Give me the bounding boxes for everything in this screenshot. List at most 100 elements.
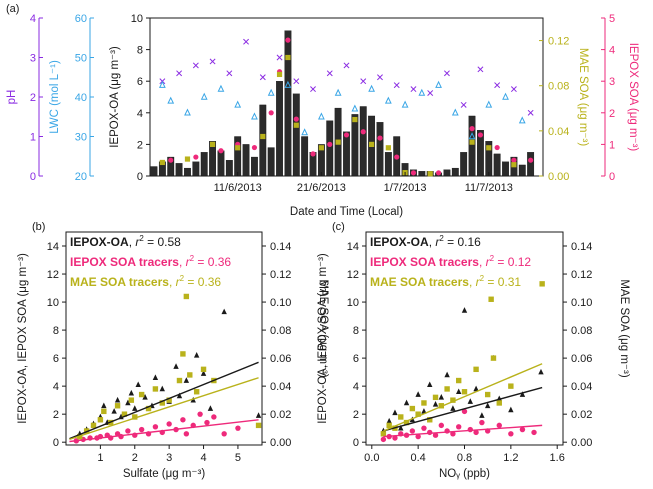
point-iepox-oa [142,394,148,400]
point-ph [494,82,501,89]
x-tick-label-c: 0.8 [457,452,472,464]
y-tick-label-iepox-oa: 6 [137,76,143,88]
point-ph [209,58,216,65]
point-mae-soa [469,139,475,145]
point-mae-soa [335,139,341,145]
point-mae-soa [159,400,165,406]
point-mae-soa [427,417,433,423]
y-tick-label-c: 10 [347,297,359,309]
point-lwc [435,80,442,88]
point-mae-soa [114,403,121,409]
y-tick-label-iepox-oa: 0 [137,171,143,183]
bar-iepox-oa [326,120,334,177]
point-iepox-oa [450,405,456,411]
point-lwc [418,88,426,96]
y-tick-label-right-c: 0.04 [571,381,592,393]
legend-name: IEPOX SOA tracers [370,255,479,269]
point-ph-b [326,70,333,77]
point-mae-soa [276,71,283,78]
y-tick-label-mae-soa: 0.00 [548,171,569,183]
point-iepox-oa [183,377,190,383]
legend-name: MAE SOA tracers [70,275,169,289]
point-iepox-oa [114,396,121,403]
y-tick-label-iepox-soa: 2 [609,108,615,120]
legend-r2-value: = 0.16 [444,235,481,249]
x-tick-label-c: 0.0 [364,452,379,464]
y-axis-title-iepox-oa: IEPOX-OA (μg m⁻³) [109,46,121,148]
point-iepox-soa [461,408,468,415]
legend-entry-b: IEPOX-OA, r2 = 0.58 [70,234,181,249]
point-mae-soa [461,389,468,395]
point-iepox-soa [531,429,537,436]
legend-r2-prefix: , [479,255,486,269]
point-lwc [451,108,459,116]
point-iepox-soa [528,157,534,163]
point-mae-soa [432,394,439,401]
y-axis-title-right-c: MAE SOA (μg m⁻³) [618,279,630,377]
point-mae-soa [90,422,97,429]
point-mae-soa [488,296,494,302]
point-iepox-soa [360,129,366,135]
x-axis-title-a: Date and Time (Local) [290,206,403,218]
legend-entry-c: MAE SOA tracers, r2 = 0.31 [370,274,521,289]
x-tick-label-a: 1/7/2013 [384,182,427,194]
point-mae-soa [101,408,107,415]
point-iepox-oa [392,409,398,416]
y-tick-label-right-c: 0.08 [571,325,592,337]
bar-iepox-oa [267,147,275,177]
x-tick-label-c: 0.4 [410,452,425,464]
point-iepox-oa [427,381,433,388]
point-iepox-oa [484,402,491,409]
point-iepox-soa [268,110,274,116]
point-lwc [234,100,242,108]
point-iepox-oa [207,405,214,411]
point-mae-soa [486,145,492,151]
legend-entry-b: MAE SOA tracers, r2 = 0.36 [70,274,221,289]
point-ph [410,86,417,93]
point-iepox-oa [519,391,526,397]
point-iepox-soa [327,141,333,147]
point-ph-b [377,74,383,81]
y-tick-label-iepox-soa: 3 [609,76,615,88]
point-iepox-oa [111,408,117,414]
y-tick-label-right-b: 0.14 [270,241,291,253]
fit-line-iepox-oa [383,386,543,432]
point-mae-soa [427,171,433,177]
point-mae-soa [318,145,324,151]
point-mae-soa [293,122,299,128]
bar-iepox-oa [301,136,309,177]
point-iepox-oa [200,370,207,376]
point-mae-soa [385,145,391,151]
point-mae-soa [511,162,517,168]
point-mae-soa [187,372,193,378]
point-iepox-soa [479,419,485,426]
point-iepox-oa [255,412,262,418]
y-tick-label-right-b: 0.04 [270,381,291,393]
y-tick-label-mae-soa: 0.12 [548,36,569,48]
y-axis-title-b: IEPOX-OA, IEPOX SOA (μg m⁻³) [17,253,29,424]
x-tick-label-a: 11/7/2013 [465,182,513,194]
y-tick-label-iepox-oa: 2 [137,139,143,151]
point-ph-b [393,82,400,89]
point-ph [243,38,250,45]
point-ph-b [510,86,517,93]
point-lwc [301,128,309,136]
bar-iepox-oa [451,167,459,177]
legend-entry-b: IEPOX SOA tracers, r2 = 0.36 [70,254,231,269]
point-ph [259,74,266,81]
point-lwc [351,104,359,112]
point-mae-soa [409,405,416,412]
point-iepox-soa [519,426,526,433]
point-iepox-oa [467,398,473,404]
point-iepox-soa [343,132,350,138]
point-ph [310,86,316,93]
x-tick-label-b: 3 [166,452,172,464]
point-iepox-soa [511,157,517,163]
bar-iepox-oa [200,152,208,177]
point-iepox-soa [432,432,439,438]
point-iepox-oa [461,307,468,313]
y-tick-label-ph: 2 [30,92,36,104]
y-axis-title-c: IEPOX-OA, IEPOX SOA (μg m⁻³) [317,253,329,424]
point-mae-soa [193,389,200,395]
fit-line-mae-soa [383,363,543,432]
